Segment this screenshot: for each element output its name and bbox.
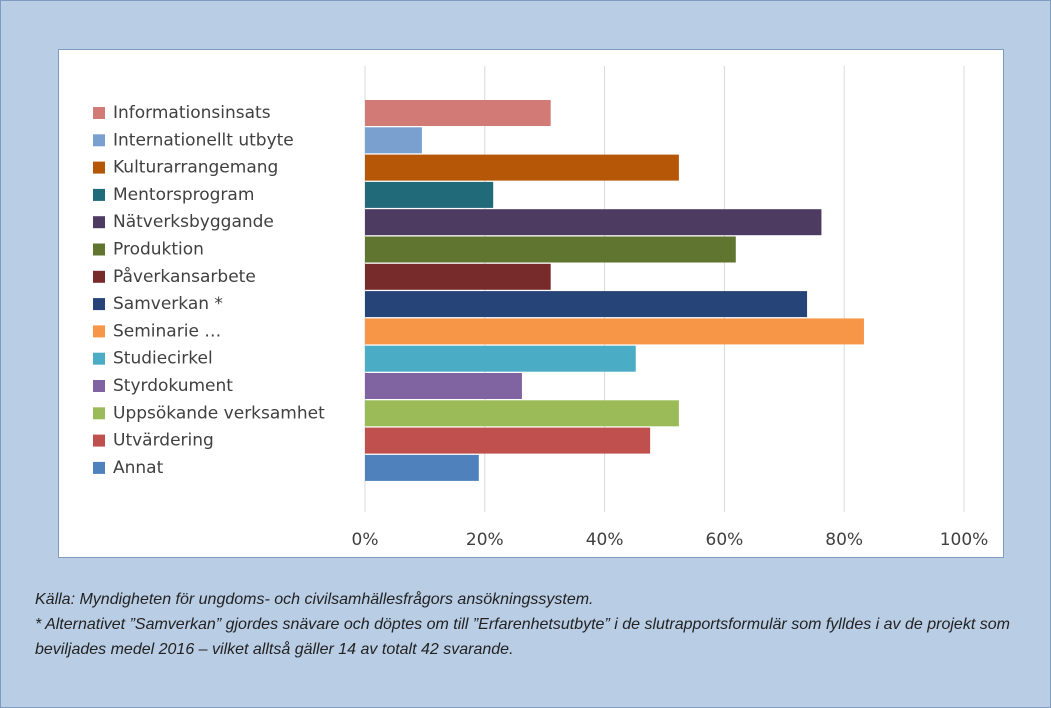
x-tick-label: 80% <box>825 530 863 550</box>
legend-label: Styrdokument <box>113 376 233 396</box>
bar <box>365 345 636 372</box>
bar <box>365 454 479 481</box>
notes: Källa: Myndigheten för ungdoms- och civi… <box>35 587 1020 662</box>
legend-label: Mentorsprogram <box>113 185 254 205</box>
bar <box>365 154 679 181</box>
legend-swatch <box>93 407 105 420</box>
legend-swatch <box>93 352 105 365</box>
x-tick-label: 100% <box>940 530 989 550</box>
legend-swatch <box>93 270 105 283</box>
legend-label: Internationellt utbyte <box>113 130 294 150</box>
chart: 0% 20% 40% 60% 80% 100% Informationsinsats Inte… <box>58 49 1004 558</box>
legend-swatch <box>93 161 105 174</box>
legend-swatch <box>93 461 105 474</box>
legend-label: Informationsinsats <box>113 103 271 123</box>
legend-swatch <box>93 216 105 229</box>
legend-swatch <box>93 325 105 338</box>
bar <box>365 127 422 154</box>
legend-label: Nätverksbyggande <box>113 212 274 232</box>
legend-swatch <box>93 434 105 447</box>
bar <box>365 400 679 427</box>
legend-label: Annat <box>113 458 164 478</box>
bar <box>365 373 522 399</box>
x-tick-label: 60% <box>706 530 744 550</box>
bar <box>365 181 494 208</box>
legend-swatch <box>93 298 105 311</box>
bar <box>365 318 864 345</box>
note: * Alternativet ”Samverkan” gjordes snäva… <box>35 616 1010 658</box>
legend-swatch <box>93 243 105 256</box>
legend-label: Uppsökande verksamhet <box>113 403 325 423</box>
legend-label: Kulturarrangemang <box>113 158 278 178</box>
x-tick-label: 0% <box>352 530 379 550</box>
legend-label: Produktion <box>113 240 204 260</box>
legend-label: Seminarie … <box>113 321 221 341</box>
bar <box>365 263 551 290</box>
legend-label: Samverkan * <box>113 294 223 314</box>
x-tick-label: 20% <box>466 530 504 550</box>
bar <box>365 291 808 318</box>
bar <box>365 427 651 454</box>
legend-swatch <box>93 380 105 392</box>
legend-swatch <box>93 188 105 201</box>
bar <box>365 100 551 126</box>
legend-label: Utvärdering <box>113 431 214 451</box>
source: Källa: Myndigheten för ungdoms- och civi… <box>35 591 594 608</box>
legend-label: Studiecirkel <box>113 349 213 369</box>
legend-label: Påverkansarbete <box>113 266 256 287</box>
legend-swatch <box>93 134 105 147</box>
bar <box>365 209 822 236</box>
legend-swatch <box>93 107 105 119</box>
x-tick-label: 40% <box>586 530 624 550</box>
bar <box>365 236 736 263</box>
